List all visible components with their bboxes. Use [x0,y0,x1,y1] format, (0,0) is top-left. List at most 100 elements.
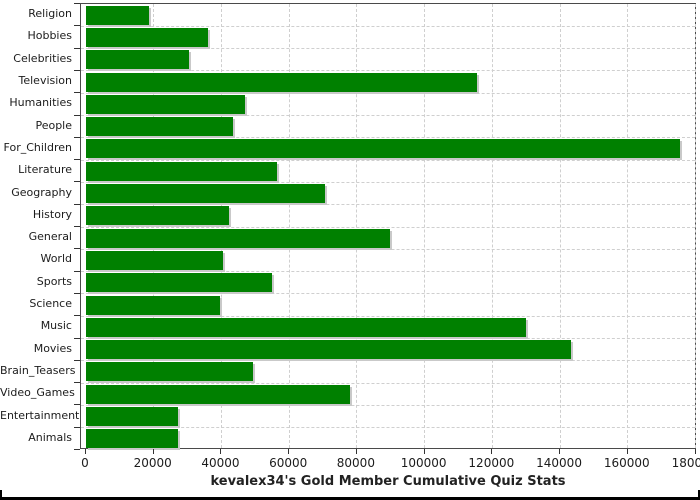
x-tick-label: 180000 [671,456,700,470]
y-gridline [81,115,695,116]
y-axis-tick [74,315,80,317]
y-category-label: Video_Games [0,386,75,400]
bar-brain_teasers [86,362,253,382]
x-axis-tick [288,449,290,454]
x-gridline [559,4,561,448]
y-axis-tick [74,114,80,116]
y-axis-tick [74,181,80,183]
x-tick-label: 20000 [133,456,172,470]
y-category-label: Sports [36,274,72,288]
bar-for_children [86,139,681,159]
y-axis-tick [74,136,80,138]
x-axis-tick [355,449,357,454]
y-axis-tick [74,159,80,161]
bar-video_games [86,384,351,404]
y-gridline [81,92,695,94]
x-tick-label: 160000 [603,456,650,470]
bar-music [86,317,527,337]
y-gridline [81,271,695,273]
bar-movies [86,340,572,360]
y-category-label: Music [40,319,72,333]
y-axis-tick [74,382,80,384]
y-category-label: For_Children [3,140,72,154]
y-gridline [81,338,695,339]
x-gridline [153,4,155,448]
y-category-label: Humanities [9,96,72,110]
y-axis-tick [74,226,80,227]
y-axis-tick [74,426,80,428]
x-tick-label: 40000 [201,456,240,470]
y-category-label: Science [29,297,72,311]
y-category-label: World [40,252,72,266]
y-category-label: General [28,230,72,244]
x-tick-label: 60000 [269,456,308,470]
y-axis-tick [74,203,80,205]
y-gridline [81,159,695,161]
x-gridline [356,4,358,448]
y-category-label: History [32,207,72,221]
x-tick-label: 80000 [336,456,375,470]
y-gridline [81,360,695,362]
x-gridline [220,4,222,448]
x-gridline [288,4,290,448]
x-axis-tick [626,449,628,454]
y-axis-tick [74,337,80,339]
x-gridline [627,4,629,448]
y-axis-tick [74,3,80,4]
y-gridline [81,315,695,317]
x-gridline [491,4,493,448]
bar-humanities [86,94,246,114]
bar-celebrities [86,50,189,70]
y-axis-tick [74,359,80,361]
y-gridline [81,226,695,228]
bar-entertainment [86,407,179,426]
bar-general [86,228,391,248]
bar-religion [86,5,150,25]
y-axis-tick [74,25,80,27]
y-category-label: Celebrities [13,51,72,65]
x-gridline [424,4,426,448]
y-category-label: Religion [28,7,72,21]
y-axis-tick [74,47,80,49]
bar-people [86,117,233,137]
y-gridline [81,248,695,250]
bar-sports [86,273,273,293]
x-tick-label: 120000 [468,456,515,470]
bar-world [86,250,224,270]
y-category-label: People [35,118,72,132]
bar-geography [86,184,326,203]
y-gridline [81,404,695,406]
x-axis-tick [152,449,154,454]
y-gridline [81,204,695,206]
y-gridline [81,70,695,72]
y-category-label: Literature [18,163,72,177]
x-gridline [695,4,696,448]
x-axis-title: kevalex34's Gold Member Cumulative Quiz … [210,474,566,489]
y-gridline [81,137,695,139]
y-category-label: Animals [28,430,72,444]
x-axis-tick [559,449,561,454]
plot-area [80,3,696,449]
x-axis-tick [220,449,222,454]
bar-science [86,295,221,315]
y-axis-tick [74,270,80,272]
y-gridline [81,181,695,183]
y-gridline [81,382,695,384]
bar-literature [86,161,277,181]
bar-animals [86,429,178,449]
x-tick-label: 100000 [400,456,447,470]
x-axis-tick [694,449,696,454]
y-category-label: Brain_Teasers [0,363,76,377]
y-category-label: Geography [11,185,72,199]
y-gridline [81,293,695,295]
bar-hobbies [86,27,209,47]
y-axis-tick [74,449,80,450]
y-category-label: Entertainment [0,408,80,422]
bar-history [86,206,230,226]
y-category-label: Hobbies [27,29,72,43]
y-category-label: Movies [33,341,72,355]
y-gridline [81,48,695,50]
x-tick-label: 0 [81,456,89,470]
outer-frame-bottom-edge [0,490,700,500]
